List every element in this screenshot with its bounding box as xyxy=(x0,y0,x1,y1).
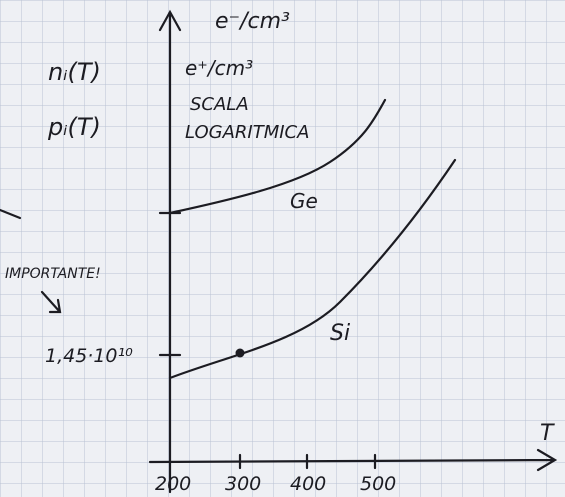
x-tick-label: 200 xyxy=(155,473,191,495)
point-300k xyxy=(236,349,245,358)
y-axis-label: e⁺/cm³ xyxy=(185,56,253,80)
note: SCALA xyxy=(190,94,249,115)
curve-label: Ge xyxy=(290,189,318,213)
x-tick-label: 500 xyxy=(360,473,396,495)
tick-label: 1,45·10¹⁰ xyxy=(45,345,133,367)
x-tick-label: 300 xyxy=(225,473,261,495)
curve-label: Si xyxy=(330,321,350,346)
notebook-sketch: 200 300 400 500 T e⁻/cm³ e⁺/cm³ nᵢ(T) pᵢ… xyxy=(0,0,565,497)
x-axis-label: T xyxy=(540,421,555,446)
left-label: nᵢ(T) xyxy=(48,58,101,86)
annotation: IMPORTANTE! xyxy=(5,266,101,282)
y-axis-label: e⁻/cm³ xyxy=(215,9,290,34)
note: LOGARITMICA xyxy=(185,122,309,143)
left-label: pᵢ(T) xyxy=(47,113,101,141)
page: 200 300 400 500 T e⁻/cm³ e⁺/cm³ nᵢ(T) pᵢ… xyxy=(0,0,565,497)
x-tick-label: 400 xyxy=(290,473,326,495)
